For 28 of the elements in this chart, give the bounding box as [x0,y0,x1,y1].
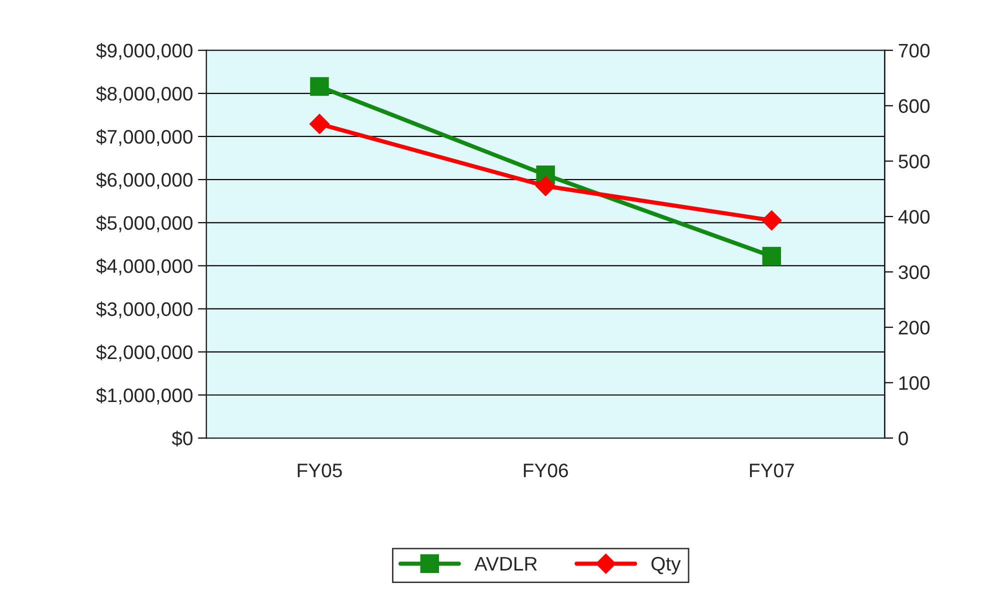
y2-tick-label: 600 [898,99,930,113]
y-tick-label: $3,000,000 [96,301,192,318]
point [762,246,782,266]
y2-tick-label: 500 [898,154,930,168]
y-tick-label: $4,000,000 [96,258,192,276]
y-tick-label: $1,000,000 [96,388,192,405]
y2-tick-label: 100 [899,376,930,390]
y2-tick-label: 200 [898,320,930,335]
y2-tick-label: 400 [898,210,930,224]
y2-tick-label: 700 [898,44,930,58]
y2-tick-label: 0 [898,432,908,446]
y-tick-label: $7,000,000 [96,129,192,146]
y-tick-label: $0 [172,430,192,446]
x-tick-label: FY07 [750,464,794,478]
y-tick-label: $2,000,000 [96,344,192,362]
legend-label: Qty [651,556,681,574]
y-tick-label: $5,000,000 [96,215,192,232]
y-tick-label: $8,000,000 [96,86,192,103]
point [762,210,782,230]
y2-tick-label: 300 [898,265,930,280]
y-tick-label: $6,000,000 [96,172,192,190]
x-tick-label: FY05 [298,464,342,478]
point [310,114,330,134]
y-tick-label: $9,000,000 [96,42,192,60]
x-tick-label: FY06 [524,464,568,478]
point [536,176,556,196]
legend-label: AVDLR [474,557,537,570]
point [310,77,329,96]
